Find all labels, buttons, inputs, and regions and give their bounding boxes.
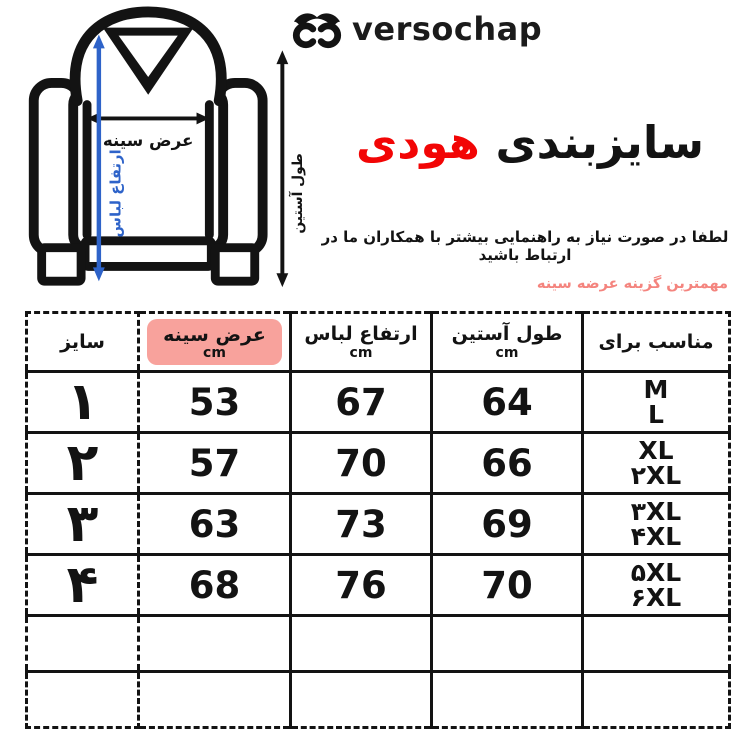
- chest-width-note: مهمترین گزینه عرضه سینه: [536, 276, 728, 292]
- title-highlight: هودی: [356, 116, 480, 169]
- brand-logo: versochap: [292, 8, 542, 50]
- garment-height-label: ارتفاع لباس: [108, 149, 125, 237]
- header-fits: مناسب برای: [581, 311, 731, 373]
- chest-width-label: عرض سینه: [103, 130, 194, 151]
- right-cuff: [210, 243, 260, 286]
- left-cuff: [37, 243, 86, 286]
- header-size: سایز: [25, 311, 140, 373]
- sleeve-value: 64: [430, 370, 584, 434]
- title-main: سایزبندی: [495, 116, 704, 169]
- chest-width-arrow: [87, 112, 210, 125]
- chest-value: 63: [137, 492, 292, 556]
- sleeve-value: 66: [430, 431, 584, 495]
- owl-icon: [292, 13, 342, 49]
- page-title: سایزبندی هودی: [330, 116, 730, 169]
- table-row-empty: [25, 614, 731, 673]
- table-row: ۳ 63 73 69 ۳XL ۴XL: [25, 492, 731, 556]
- help-subtitle: لطفا در صورت نیاز به راهنمایی بیشتر با ه…: [321, 228, 729, 264]
- size-number: ۳: [25, 492, 140, 556]
- header-garment-height: ارتفاع لباس cm: [289, 311, 433, 373]
- chest-value: 53: [137, 370, 292, 434]
- chest-value: 57: [137, 431, 292, 495]
- header-sleeve-length: طول آستین cm: [430, 311, 584, 373]
- fits-value: XL ۲XL: [581, 431, 731, 495]
- chest-width-highlight-badge: عرض سینه cm: [147, 318, 282, 366]
- fits-value: ۵XL ۶XL: [581, 553, 731, 617]
- garment-height-arrow: [92, 34, 105, 282]
- sleeve-length-arrow: [276, 50, 289, 288]
- table-row: ۴ 68 76 70 ۵XL ۶XL: [25, 553, 731, 617]
- table-row: ۱ 53 67 64 M L: [25, 370, 731, 434]
- size-number: ۴: [25, 553, 140, 617]
- sleeve-value: 69: [430, 492, 584, 556]
- brand-name: versochap: [352, 10, 543, 48]
- fits-value: M L: [581, 370, 731, 434]
- header-chest-width: عرض سینه cm: [137, 311, 292, 373]
- size-number: ۱: [25, 370, 140, 434]
- hoodie-drawing: عرض سینه ارتفاع لباس طول آستین: [28, 6, 306, 288]
- height-value: 76: [289, 553, 433, 617]
- chest-value: 68: [137, 553, 292, 617]
- table-row: ۲ 57 70 66 XL ۲XL: [25, 431, 731, 495]
- height-value: 67: [289, 370, 433, 434]
- sleeve-value: 70: [430, 553, 584, 617]
- height-value: 73: [289, 492, 433, 556]
- hoodie-measurement-diagram: عرض سینه ارتفاع لباس طول آستین: [6, 4, 318, 296]
- sleeve-length-label: طول آستین: [289, 153, 306, 233]
- table-row-empty: [25, 670, 731, 729]
- fits-value: ۳XL ۴XL: [581, 492, 731, 556]
- hem-band: [80, 236, 216, 271]
- size-number: ۲: [25, 431, 140, 495]
- table-header-row: سایز عرض سینه cm ارتفاع لباس cm طول آستی…: [25, 311, 731, 373]
- size-table: سایز عرض سینه cm ارتفاع لباس cm طول آستی…: [25, 311, 731, 729]
- height-value: 70: [289, 431, 433, 495]
